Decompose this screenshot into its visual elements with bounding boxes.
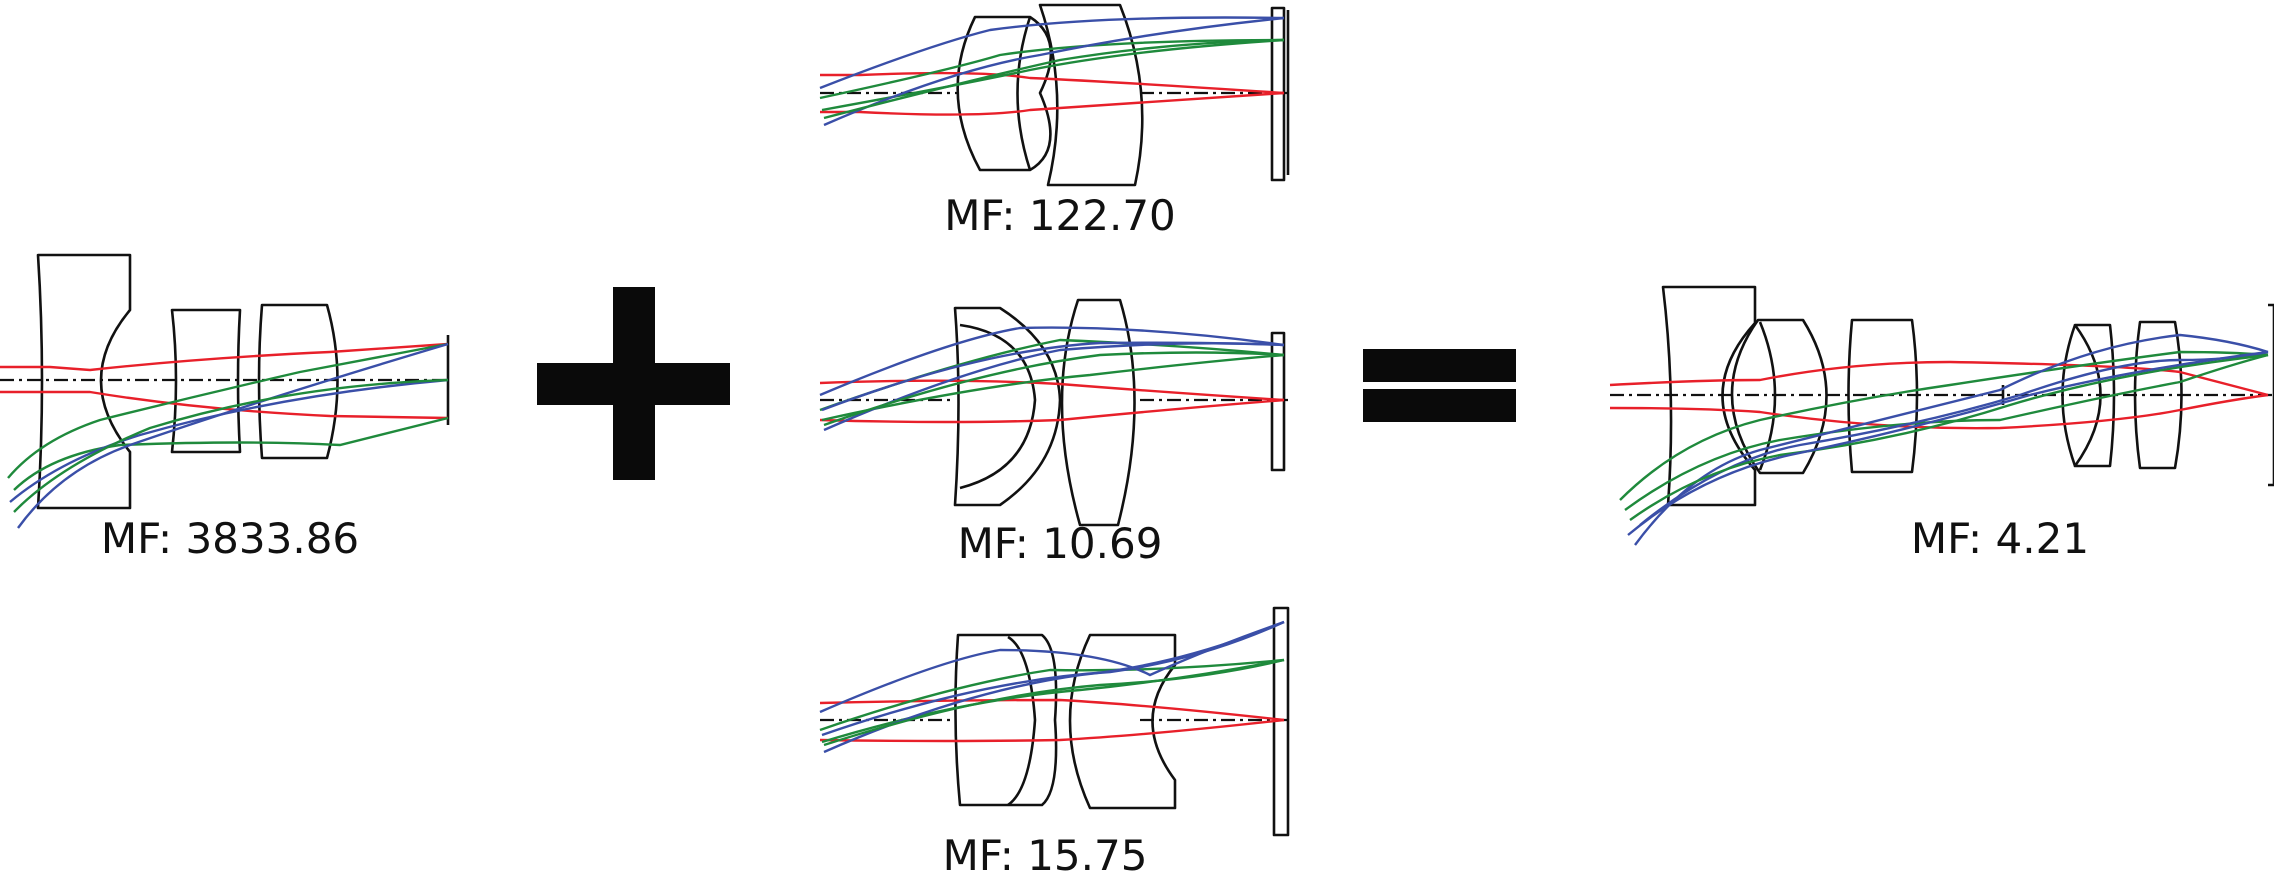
- result-lens-2: [1730, 318, 1828, 475]
- candidate-top-lens-1: [956, 15, 1053, 172]
- candidate-middle-image-plane: [1270, 331, 1286, 472]
- candidate-middle-lens-1: [953, 306, 1062, 507]
- base-lens-elements: [36, 253, 450, 510]
- base-rays: [0, 342, 449, 529]
- plus-vertical-bar: [613, 287, 655, 480]
- candidate-bottom-lens-elements: [954, 606, 1290, 837]
- equals-operator: =: [0, 0, 1516, 422]
- candidate-middle-rays: [819, 326, 1285, 432]
- equals-lower-bar: [1363, 389, 1516, 422]
- plus-operator: +: [537, 287, 730, 480]
- candidate-middle-lens-elements: [953, 298, 1286, 527]
- equals-upper-bar: [1363, 349, 1516, 382]
- result-lens-3: [1847, 318, 1919, 474]
- candidate-middle-lens-design: MF: 10.69: [819, 298, 1288, 568]
- candidate-bottom-lens-design: MF: 15.75: [819, 606, 1290, 879]
- candidate-bottom-rays: [819, 620, 1285, 754]
- result-image-plane: [2268, 303, 2274, 487]
- base-lens-design: MF: 3833.86: [0, 253, 450, 563]
- candidate-bottom-image-plane: [1272, 606, 1290, 837]
- candidate-middle-lens-2: [1060, 298, 1136, 527]
- candidate-top-lens-2: [1038, 3, 1144, 187]
- candidate-bottom-merit-label: MF: 15.75: [943, 831, 1148, 879]
- base-lens-1: [36, 253, 132, 510]
- candidate-top-lens-elements: [956, 3, 1290, 187]
- base-merit-label: MF: 3833.86: [101, 514, 359, 563]
- candidate-top-merit-label: MF: 122.70: [944, 191, 1176, 240]
- candidate-bottom-lens-2: [1068, 633, 1177, 810]
- result-lens-design: MF: 4.21: [1609, 285, 2274, 563]
- candidate-bottom-lens-1: [954, 633, 1058, 807]
- result-merit-label: MF: 4.21: [1911, 514, 2089, 563]
- result-lens-1: [1661, 285, 1757, 507]
- candidate-top-image-plane: [1270, 6, 1286, 182]
- candidate-top-lens-design: MF: 122.70: [819, 3, 1290, 240]
- base-lens-2: [170, 308, 242, 454]
- result-rays: [1609, 333, 2269, 546]
- candidate-top-rays: [819, 16, 1285, 127]
- equals-operator-symbol: =: [0, 0, 1, 1]
- candidate-middle-merit-label: MF: 10.69: [958, 519, 1163, 568]
